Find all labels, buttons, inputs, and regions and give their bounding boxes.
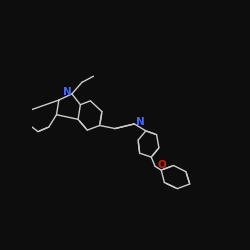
- Text: N: N: [63, 87, 72, 97]
- Text: N: N: [136, 117, 144, 127]
- Text: O: O: [158, 160, 166, 170]
